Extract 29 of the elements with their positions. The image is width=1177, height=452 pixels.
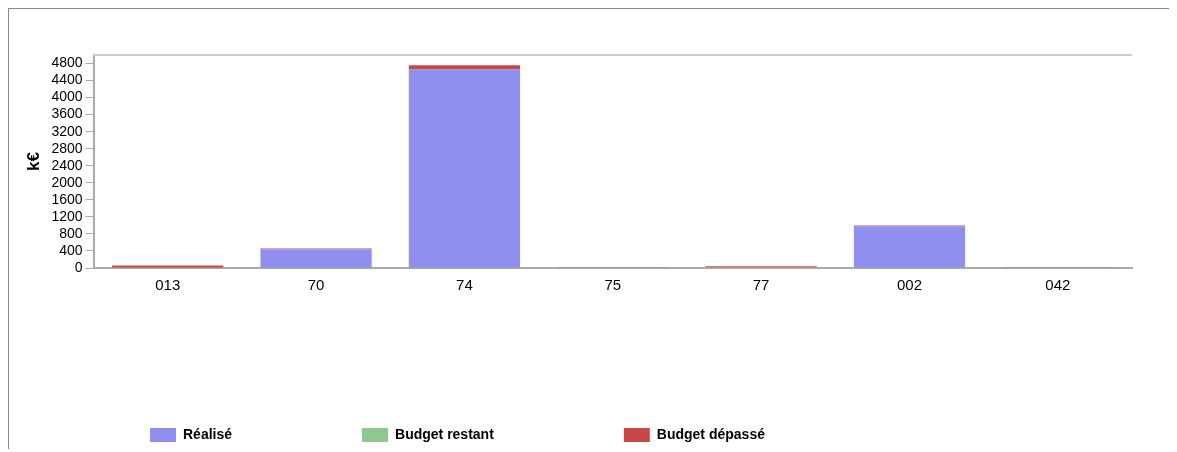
y-tick-label: 0 bbox=[74, 258, 83, 275]
bar bbox=[260, 249, 372, 268]
y-tick-label: 2400 bbox=[51, 156, 83, 173]
x-tick-label: 002 bbox=[896, 276, 922, 294]
x-tick-label: 77 bbox=[752, 276, 770, 294]
y-tick-label: 400 bbox=[59, 241, 83, 258]
x-tick-label: 75 bbox=[604, 276, 622, 294]
x-tick-label: 74 bbox=[456, 276, 473, 294]
y-tick-label: 4800 bbox=[51, 54, 83, 71]
y-tick-label: 2800 bbox=[51, 139, 83, 156]
x-tick-label: 70 bbox=[307, 276, 325, 294]
y-tick-label: 800 bbox=[59, 224, 83, 241]
legend-label: Réalisé bbox=[183, 425, 233, 442]
legend-label: Budget dépassé bbox=[656, 425, 766, 442]
y-tick-label: 2000 bbox=[51, 173, 83, 190]
y-tick-label: 1600 bbox=[51, 190, 83, 207]
bar bbox=[112, 265, 224, 268]
x-tick-label: 013 bbox=[155, 276, 181, 294]
bar bbox=[408, 69, 521, 268]
y-tick-label: 3600 bbox=[51, 105, 83, 122]
y-tick-label: 4400 bbox=[51, 71, 83, 88]
x-tick-label: 042 bbox=[1045, 276, 1071, 294]
y-tick-label: 1200 bbox=[51, 207, 83, 224]
y-tick-label: 3200 bbox=[51, 122, 83, 139]
y-tick-label: 4000 bbox=[51, 88, 83, 105]
y-axis-title: k€ bbox=[23, 151, 43, 171]
legend-label: Budget restant bbox=[395, 425, 495, 442]
bar bbox=[408, 65, 521, 70]
bar bbox=[853, 226, 966, 268]
